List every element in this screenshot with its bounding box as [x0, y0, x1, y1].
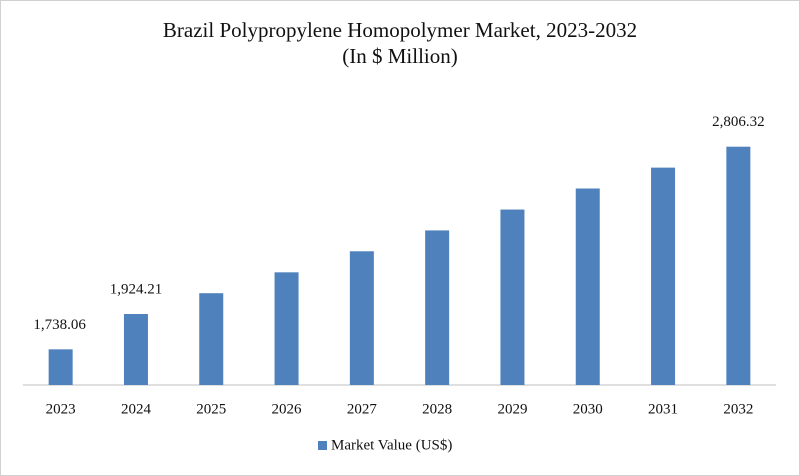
x-tick-label: 2030: [573, 401, 603, 417]
x-tick-label: 2031: [648, 401, 678, 417]
x-tick-label: 2026: [272, 401, 303, 417]
legend-label: Market Value (US$): [331, 437, 452, 453]
x-tick-label: 2028: [422, 401, 452, 417]
x-tick-label: 2024: [121, 401, 152, 417]
bar: [575, 188, 600, 385]
data-label: 2,806.32: [712, 114, 765, 130]
x-tick-label: 2029: [497, 401, 527, 417]
x-tick-label: 2032: [723, 401, 753, 417]
bar: [500, 209, 525, 385]
bar: [123, 314, 148, 385]
bar: [274, 272, 299, 385]
chart-subtitle: (In $ Million): [342, 44, 458, 68]
bar: [425, 230, 450, 385]
bar: [199, 293, 224, 385]
legend-swatch: [318, 441, 327, 450]
bar: [349, 251, 374, 385]
bar: [726, 146, 751, 385]
x-tick-label: 2025: [196, 401, 226, 417]
x-tick-label: 2023: [46, 401, 76, 417]
data-label: 1,738.06: [33, 317, 86, 333]
x-tick-label: 2027: [347, 401, 378, 417]
chart-title: Brazil Polypropylene Homopolymer Market,…: [163, 18, 637, 42]
bar: [48, 349, 73, 385]
data-label: 1,924.21: [110, 281, 163, 297]
bar: [651, 167, 676, 385]
